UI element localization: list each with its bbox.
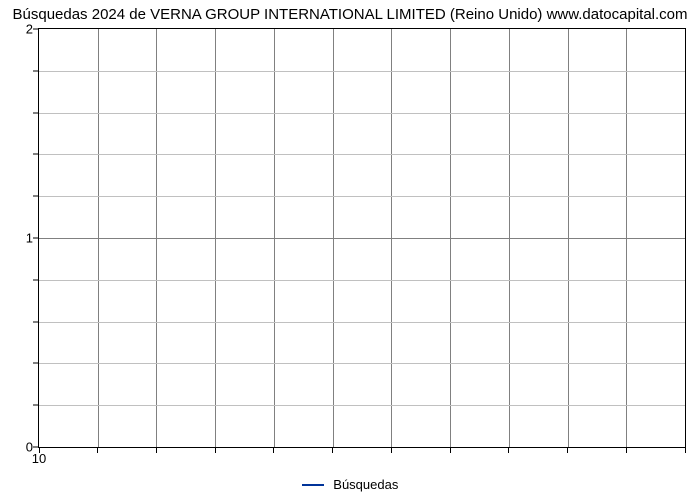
x-tick-mark xyxy=(97,447,98,453)
grid-horizontal-minor xyxy=(39,280,685,281)
x-tick-mark xyxy=(567,447,568,453)
grid-horizontal-minor xyxy=(39,71,685,72)
y-axis-label: 1 xyxy=(26,231,39,246)
grid-horizontal-minor xyxy=(39,363,685,364)
x-tick-mark xyxy=(626,447,627,453)
x-tick-mark xyxy=(450,447,451,453)
x-tick-mark xyxy=(508,447,509,453)
plot-area: 01210 xyxy=(38,28,686,448)
grid-horizontal-minor xyxy=(39,154,685,155)
x-tick-mark xyxy=(156,447,157,453)
chart-title: Búsquedas 2024 de VERNA GROUP INTERNATIO… xyxy=(0,6,700,23)
x-tick-mark xyxy=(332,447,333,453)
x-tick-mark xyxy=(391,447,392,453)
x-tick-mark xyxy=(273,447,274,453)
grid-horizontal-minor xyxy=(39,322,685,323)
x-tick-mark xyxy=(215,447,216,453)
y-tick-mark xyxy=(33,363,39,364)
y-tick-mark xyxy=(33,405,39,406)
chart-container: Búsquedas 2024 de VERNA GROUP INTERNATIO… xyxy=(0,0,700,500)
legend-swatch xyxy=(302,484,324,486)
legend-label: Búsquedas xyxy=(333,477,398,492)
x-tick-mark xyxy=(685,447,686,453)
y-tick-mark xyxy=(33,196,39,197)
legend: Búsquedas xyxy=(0,476,700,492)
grid-horizontal-minor xyxy=(39,405,685,406)
grid-horizontal-minor xyxy=(39,196,685,197)
grid-horizontal-minor xyxy=(39,113,685,114)
y-tick-mark xyxy=(33,154,39,155)
y-tick-mark xyxy=(33,279,39,280)
plot-wrap: 01210 xyxy=(38,28,686,448)
y-tick-mark xyxy=(33,70,39,71)
y-tick-mark xyxy=(33,321,39,322)
y-axis-label: 2 xyxy=(26,22,39,37)
y-tick-mark xyxy=(33,112,39,113)
grid-horizontal-major xyxy=(39,238,685,239)
x-axis-label: 10 xyxy=(32,447,46,466)
